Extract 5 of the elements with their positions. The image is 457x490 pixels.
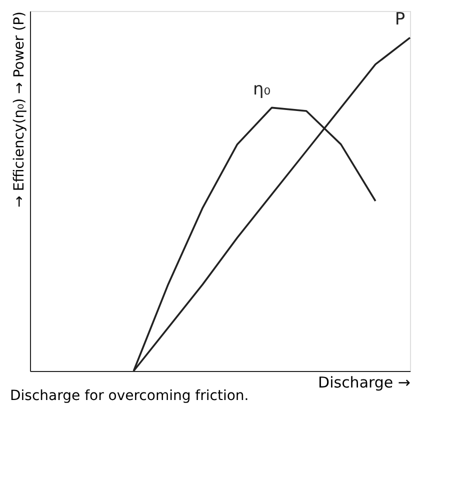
series-label: η₀ xyxy=(253,80,271,100)
text: Discharge for overcoming friction. xyxy=(10,388,249,404)
y-axis-title: → Efficiency(η₀) → Power (P) xyxy=(12,12,28,208)
x-axis-title: Discharge → xyxy=(318,374,410,392)
series-label: P xyxy=(394,10,406,30)
